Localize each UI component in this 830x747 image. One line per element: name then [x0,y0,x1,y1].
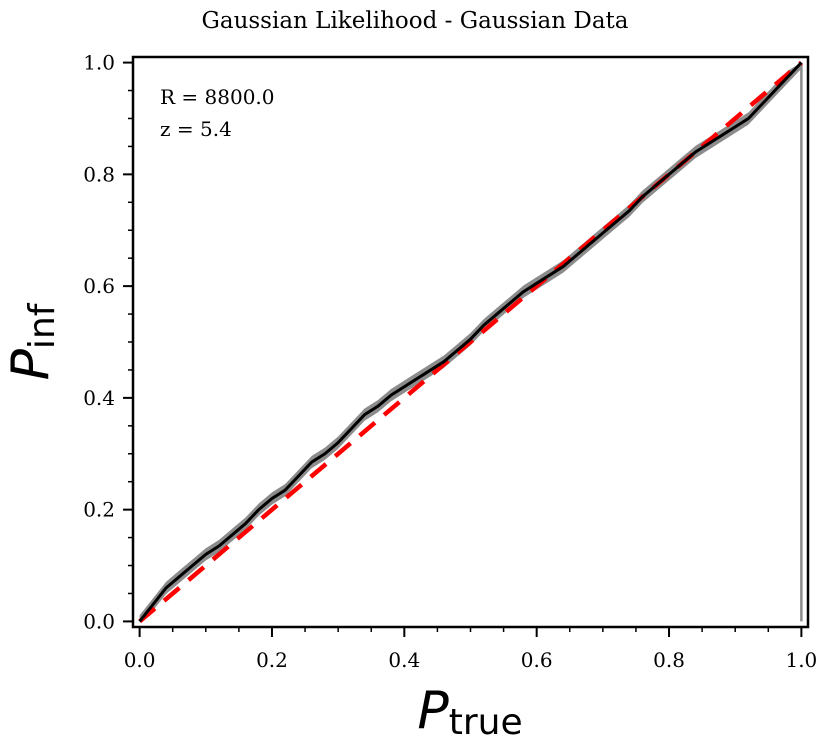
y-tick-label: 0.2 [83,498,115,522]
y-axis-label-sub: inf [22,302,63,349]
x-axis-label-main: P [417,681,449,741]
x-tick-label: 0.8 [653,648,685,672]
x-axis-label-sub: true [449,702,523,743]
x-tick-label: 0.0 [124,648,156,672]
axis-ticks: 0.0 0.2 0.4 0.6 0.8 1.0 0.0 0.2 0.4 0.6 0.8 1.0 [83,51,817,672]
calibration-curve [138,61,803,623]
y-tick-label: 0.6 [83,274,115,298]
annotation-z: z = 5.4 [160,117,232,141]
x-tick-label: 1.0 [785,648,817,672]
chart-title: Gaussian Likelihood - Gaussian Data [201,8,628,34]
y-tick-label: 0.4 [83,386,115,410]
x-tick-label: 0.6 [521,648,553,672]
x-tick-label: 0.4 [388,648,420,672]
y-tick-label: 0.8 [83,162,115,186]
annotation-r: R = 8800.0 [160,85,275,109]
y-axis-label: Pinf [1,302,63,380]
y-tick-label: 1.0 [83,51,115,75]
y-axis-label-main: P [1,348,61,380]
x-axis-label: Ptrue [417,681,522,743]
x-tick-label: 0.2 [256,648,288,672]
data-line-layer [138,60,803,624]
y-tick-label: 0.0 [83,609,115,633]
